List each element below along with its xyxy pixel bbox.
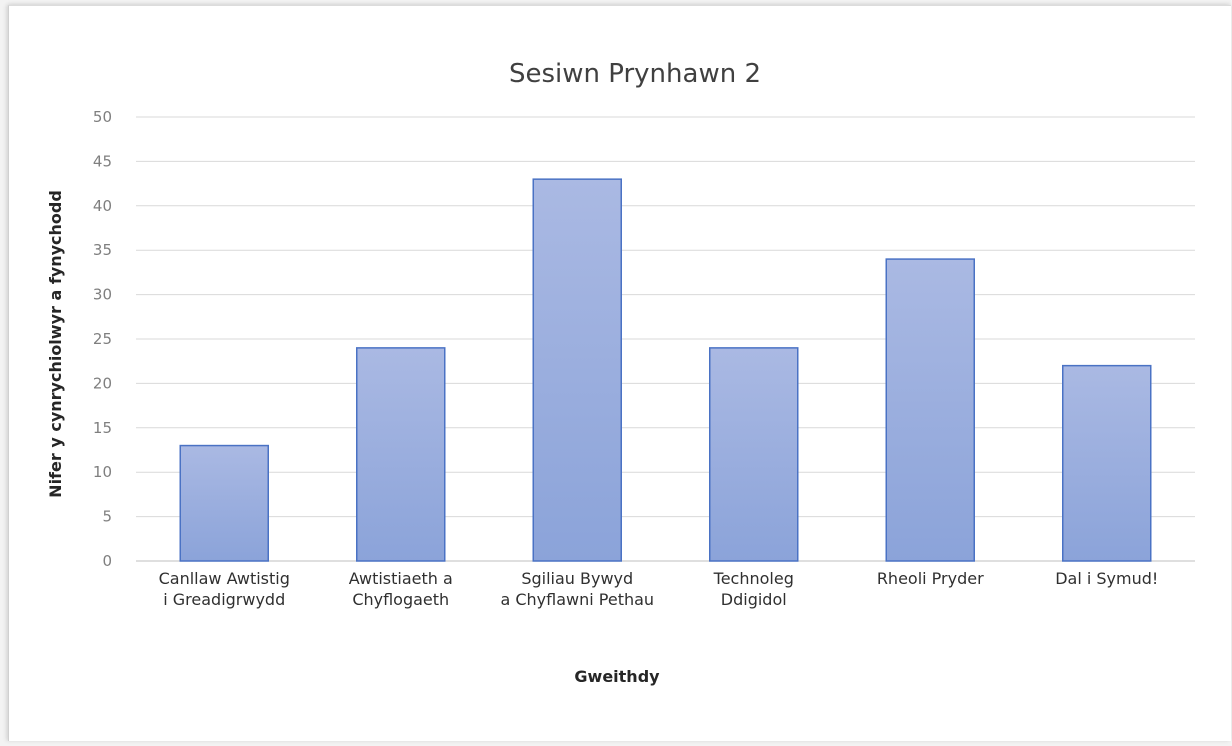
x-category-label: Awtistiaeth a Chyflogaeth bbox=[349, 569, 453, 609]
y-tick-label: 25 bbox=[93, 330, 112, 348]
x-category-label: Rheoli Pryder bbox=[877, 569, 984, 588]
x-axis-title: Gweithdy bbox=[574, 667, 660, 686]
bar bbox=[885, 258, 975, 562]
y-tick-label: 20 bbox=[93, 374, 112, 392]
y-tick-label: 45 bbox=[93, 152, 112, 170]
y-tick-label: 15 bbox=[93, 419, 112, 437]
bar bbox=[709, 347, 799, 562]
bar bbox=[1062, 364, 1152, 562]
y-tick-label: 35 bbox=[93, 241, 112, 259]
y-tick-label: 40 bbox=[93, 197, 112, 215]
bar bbox=[356, 347, 446, 562]
bars bbox=[179, 178, 1152, 562]
y-tick-label: 50 bbox=[93, 108, 112, 126]
bar bbox=[532, 178, 622, 562]
x-axis-categories: Canllaw Awtistig i Greadigrwydd Awtistiaet… bbox=[159, 569, 1159, 609]
chart-title: Sesiwn Prynhawn 2 bbox=[509, 59, 761, 89]
y-tick-label: 30 bbox=[93, 286, 112, 304]
y-axis-title: Nifer y cynrychiolwyr a fynychodd bbox=[46, 190, 65, 498]
gridlines bbox=[136, 116, 1195, 562]
x-category-label: Technoleg Ddigidol bbox=[713, 569, 794, 609]
chart-container: Sesiwn Prynhawn 2 0 5 10 15 20 25 30 35 40 45 50 C… bbox=[8, 5, 1231, 741]
y-tick-label: 5 bbox=[102, 508, 112, 526]
y-axis-ticks: 0 5 10 15 20 25 30 35 40 45 50 bbox=[93, 108, 112, 570]
x-category-label: Canllaw Awtistig i Greadigrwydd bbox=[159, 569, 290, 609]
bar-chart: Sesiwn Prynhawn 2 0 5 10 15 20 25 30 35 40 45 50 C… bbox=[46, 59, 1195, 686]
y-tick-label: 0 bbox=[102, 552, 112, 570]
x-category-label: Sgiliau Bywyd a Chyflawni Pethau bbox=[500, 569, 654, 609]
x-category-label: Dal i Symud! bbox=[1055, 569, 1158, 588]
y-tick-label: 10 bbox=[93, 463, 112, 481]
bar bbox=[179, 444, 269, 562]
